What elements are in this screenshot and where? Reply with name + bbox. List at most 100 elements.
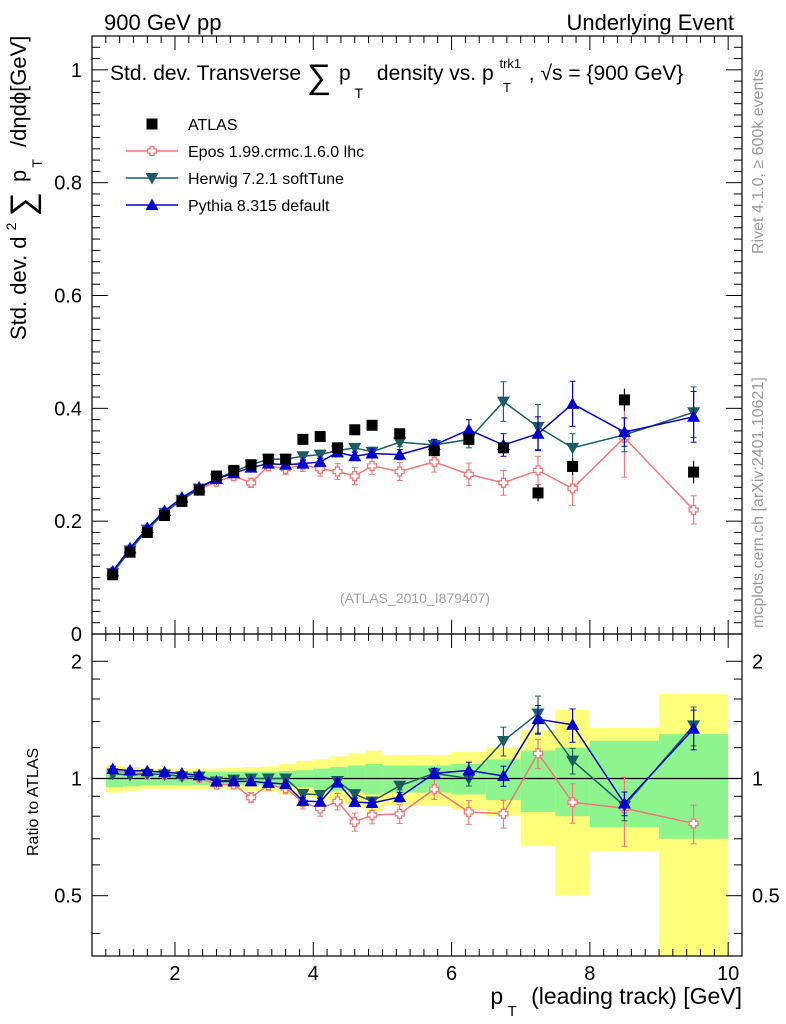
data-point bbox=[107, 569, 119, 581]
data-point bbox=[462, 423, 476, 435]
ratio-point bbox=[330, 776, 344, 788]
y-tick-label: 0.2 bbox=[54, 511, 82, 533]
legend-marker bbox=[146, 118, 158, 130]
x-tick-label: 4 bbox=[308, 963, 319, 985]
side-text-rivet: Rivet 4.1.0, ≥ 600k events bbox=[750, 69, 767, 254]
data-point bbox=[280, 453, 292, 465]
data-point bbox=[349, 424, 361, 436]
data-point bbox=[394, 428, 406, 440]
axis-ticks bbox=[92, 36, 742, 956]
ratio-y-axis-label: Ratio to ATLAS bbox=[25, 748, 42, 856]
ratio-point bbox=[462, 763, 476, 776]
data-point bbox=[228, 464, 240, 476]
data-point bbox=[313, 455, 327, 467]
y-label-prefix: Std. dev. d bbox=[6, 236, 31, 340]
header-left: 900 GeV pp bbox=[104, 10, 221, 35]
data-point bbox=[498, 477, 509, 488]
legend-label: Pythia 8.315 default bbox=[188, 198, 330, 215]
ratio-point bbox=[688, 818, 699, 829]
data-point bbox=[365, 446, 379, 459]
data-point bbox=[348, 449, 362, 462]
ratio-point bbox=[365, 796, 379, 809]
y-tick-label: 1 bbox=[71, 60, 82, 82]
ratio-point bbox=[209, 775, 223, 787]
data-point bbox=[332, 466, 343, 477]
ratio-point bbox=[296, 794, 310, 806]
legend: ATLAS Epos 1.99.crmc.1.6.0 lhc Herwig 7.2.… bbox=[126, 117, 364, 215]
ratio-point bbox=[261, 776, 275, 788]
ratio-point bbox=[123, 764, 137, 776]
ratio-point bbox=[427, 766, 441, 779]
main-title-mid: density vs. p bbox=[377, 62, 494, 85]
data-point bbox=[210, 470, 222, 482]
main-title-p: p bbox=[339, 62, 351, 85]
ratio-point bbox=[175, 767, 189, 779]
main-title-prefix: Std. dev. Transverse bbox=[110, 62, 301, 85]
data-point bbox=[245, 459, 257, 471]
ratio-point bbox=[348, 789, 362, 801]
ratio-point bbox=[496, 769, 510, 781]
ratio-point bbox=[532, 748, 544, 759]
ratio-point bbox=[429, 784, 440, 795]
ratio-point bbox=[332, 796, 343, 807]
data-point bbox=[567, 483, 578, 494]
ratio-y-tick-label-right: 1 bbox=[752, 768, 763, 790]
ratio-point bbox=[158, 765, 172, 778]
data-point bbox=[349, 470, 360, 482]
main-title-T: T bbox=[355, 85, 364, 101]
data-point bbox=[331, 442, 343, 454]
main-data bbox=[106, 380, 701, 581]
ratio-point bbox=[313, 795, 327, 807]
data-point bbox=[463, 469, 475, 480]
data-point bbox=[313, 449, 327, 462]
x-tick-label: 6 bbox=[446, 963, 457, 985]
ratio-point bbox=[366, 809, 378, 821]
y-tick-label: 0 bbox=[71, 624, 82, 646]
y-label-p: p bbox=[6, 170, 31, 182]
y-tick-label: 0.8 bbox=[54, 173, 82, 195]
ratio-point bbox=[687, 722, 701, 734]
main-title-sub: T bbox=[503, 80, 511, 95]
main-title-sup: trk1 bbox=[499, 56, 521, 71]
y-tick-label: 0.4 bbox=[54, 398, 82, 420]
data-point bbox=[496, 396, 510, 409]
data-point bbox=[141, 526, 153, 538]
band-green bbox=[365, 763, 383, 795]
data-point bbox=[314, 431, 326, 443]
ratio-point bbox=[617, 796, 631, 809]
x-label-p: p bbox=[490, 983, 503, 1009]
x-label-T: T bbox=[508, 1003, 517, 1020]
y-tick-label: 0.6 bbox=[54, 286, 82, 308]
data-point bbox=[463, 433, 475, 445]
y-axis-label: Std. dev. d 2 ∑ p T /dηdϕ[GeV] bbox=[0, 36, 47, 340]
x-label-tail: (leading track) [GeV] bbox=[531, 983, 742, 1009]
legend-label: ATLAS bbox=[188, 117, 238, 134]
data-point bbox=[687, 410, 701, 422]
data-point bbox=[688, 504, 699, 516]
data-point bbox=[497, 442, 509, 454]
ratio-y-tick-label: 0.5 bbox=[54, 886, 82, 908]
ratio-frame bbox=[91, 633, 743, 957]
data-point bbox=[245, 477, 257, 488]
main-title-tail: , √s = {900 GeV} bbox=[529, 62, 684, 85]
data-point bbox=[532, 487, 544, 499]
data-point bbox=[531, 427, 545, 439]
data-point bbox=[366, 460, 378, 472]
data-point bbox=[393, 448, 407, 460]
data-point bbox=[567, 460, 579, 472]
ratio-point bbox=[244, 774, 258, 787]
ratio-point bbox=[531, 712, 545, 725]
ratio-point bbox=[393, 780, 407, 793]
ratio-point bbox=[140, 764, 154, 777]
main-title-sum: ∑ bbox=[307, 58, 331, 96]
legend-label: Epos 1.99.crmc.1.6.0 lhc bbox=[188, 144, 364, 161]
x-tick-label: 8 bbox=[584, 963, 595, 985]
data-point bbox=[193, 484, 205, 496]
ratio-point bbox=[463, 806, 475, 818]
data-point bbox=[428, 445, 440, 457]
ratio-y-tick-label-right: 0.5 bbox=[752, 886, 780, 908]
data-point bbox=[566, 442, 580, 455]
y-label-tail: /dηdϕ[GeV] bbox=[6, 36, 31, 147]
data-point bbox=[348, 442, 362, 455]
